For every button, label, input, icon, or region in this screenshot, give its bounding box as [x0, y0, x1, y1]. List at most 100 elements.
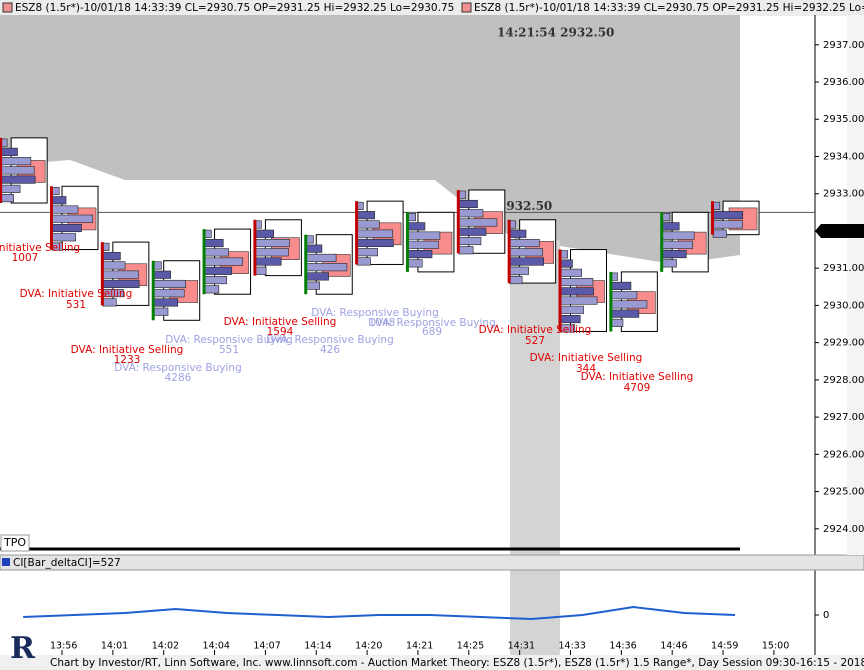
profile-bar [609, 271, 658, 332]
profile-row [204, 229, 212, 238]
profile-row [712, 220, 743, 229]
profile-bar [0, 137, 48, 204]
annotation-number: 1233 [114, 354, 141, 366]
x-tick-label: 14:59 [711, 641, 738, 652]
profile-row [712, 201, 721, 210]
x-tick-label: 14:25 [457, 641, 484, 652]
profile-row [509, 266, 529, 275]
profile-row [458, 218, 498, 227]
y-tick-label: 2924.00 [823, 524, 864, 535]
profile-row [560, 305, 584, 314]
annotation-number: 1007 [12, 252, 39, 264]
y-tick-label: 2933.00 [823, 189, 864, 200]
profile-row [153, 298, 179, 307]
profile-row [509, 238, 540, 248]
annotation-number: 426 [320, 344, 340, 356]
y-tick-label: 2936.00 [823, 77, 864, 88]
x-tick-label: 14:20 [355, 641, 382, 652]
profile-row [305, 244, 323, 253]
profile-row [305, 263, 348, 272]
profile-row [509, 229, 527, 238]
profile-row [305, 281, 320, 290]
profile-row [509, 248, 544, 257]
profile-row [661, 213, 671, 222]
cursor-label: 14:21:54 2932.50 [497, 26, 614, 40]
last-price-box [815, 223, 864, 238]
x-tick-label: 14:04 [203, 641, 230, 652]
profile-row [204, 266, 233, 275]
profile-row [356, 257, 371, 266]
tpo-box [0, 534, 30, 552]
annotation-number: 1048 [369, 317, 396, 329]
y-tick-label: 2925.00 [823, 487, 864, 498]
profile-row [661, 240, 694, 249]
profile-row [153, 261, 162, 270]
profile-row [611, 291, 638, 300]
profile-row [458, 236, 482, 246]
profile-row [51, 186, 60, 196]
scrollbar[interactable] [847, 15, 864, 555]
profile-row [560, 296, 598, 305]
annotation-text: DVA: Responsive Buying [368, 317, 496, 329]
profile-row [407, 231, 441, 240]
profile-row [661, 222, 680, 231]
footer-bar [0, 655, 864, 670]
annotation-number: 4709 [624, 382, 651, 394]
profile-row [407, 259, 423, 268]
profile-row [0, 166, 35, 175]
profile-row [305, 253, 337, 262]
annotation-text: DVA: Initiative Selling [581, 371, 694, 383]
profile-row [712, 211, 744, 220]
y-tick-label: 2937.00 [823, 40, 864, 51]
x-tick-label: 14:36 [609, 641, 636, 652]
profile-bar [355, 200, 404, 266]
annotation-text: DVA: Responsive Buying [311, 307, 439, 319]
profile-row [102, 279, 140, 288]
x-tick-label: 14:01 [101, 641, 128, 652]
profile-bar [405, 211, 455, 273]
profile-bar [304, 234, 353, 295]
value-area-shade [0, 15, 740, 262]
profile-row [356, 211, 375, 220]
profile-bar [660, 211, 709, 273]
profile-row [407, 250, 433, 259]
annotation-text: DVA: Initiative Selling [20, 288, 133, 300]
annotation-number: 551 [219, 344, 239, 356]
profile-row [712, 229, 727, 238]
y-tick-label: 2928.00 [823, 375, 864, 386]
profile-row [153, 289, 185, 298]
x-tick-label: 14:02 [152, 641, 179, 652]
profile-bar [456, 189, 506, 255]
x-tick-label: 14:46 [660, 641, 687, 652]
profile-row [255, 257, 282, 266]
annotation-text: DVA: Initiative Selling [71, 344, 184, 356]
y-tick-label: 2927.00 [823, 412, 864, 423]
annotation-text: DVA: Responsive Buying [114, 362, 242, 374]
x-tick-label: 13:56 [50, 641, 77, 652]
profile-bar [151, 260, 201, 321]
profile-row [560, 250, 569, 259]
profile-row [560, 278, 594, 287]
x-tick-label: 14:31 [508, 641, 535, 652]
x-tick-label: 14:07 [253, 641, 280, 652]
profile-row [509, 257, 544, 266]
profile-row [661, 259, 677, 268]
profile-bar [711, 200, 760, 238]
profile-row [611, 318, 624, 327]
profile-row [255, 248, 289, 257]
profile-row [102, 252, 121, 261]
profile-row [204, 239, 224, 248]
profile-row [560, 287, 594, 296]
header-text: ESZ8 (1.5r*)-10/01/18 14:33:39 CL=2930.7… [474, 2, 864, 14]
annotation-text: Initiative Selling [0, 242, 80, 254]
profile-row [0, 157, 32, 166]
profile-row [51, 205, 79, 214]
annotation-number: 4286 [165, 372, 192, 384]
series-icon [2, 2, 13, 13]
annotation-number: 1594 [267, 326, 294, 338]
profile-row [0, 147, 18, 156]
annotation-text: DVA: Initiative Selling [224, 316, 337, 328]
profile-bar [100, 241, 150, 307]
lower-pane-icon [2, 558, 10, 566]
y-tick-label: 2934.00 [823, 151, 864, 162]
